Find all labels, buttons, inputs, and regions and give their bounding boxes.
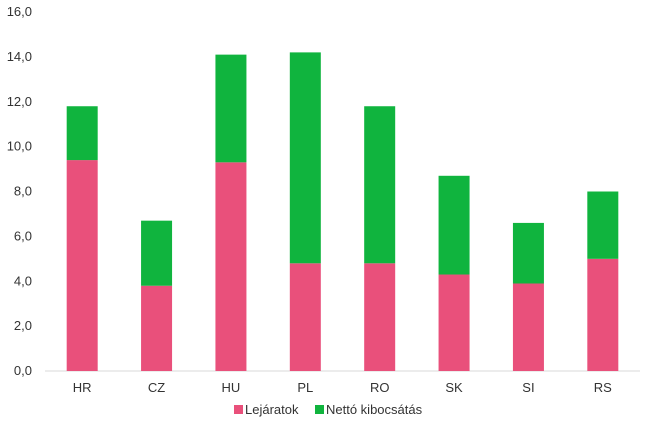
legend-swatch (315, 405, 324, 414)
bar-cz-lejaratok (141, 285, 173, 371)
y-tick-label: 4,0 (14, 273, 32, 288)
bar-rs-lejaratok (587, 258, 619, 371)
bar-pl-netto-kibocsatas (289, 52, 321, 264)
legend-label: Nettó kibocsátás (326, 402, 423, 417)
x-tick-label: SI (522, 380, 534, 395)
y-tick-label: 2,0 (14, 318, 32, 333)
y-axis-tick-labels: 0,0 2,0 4,0 6,0 8,0 10,0 12,0 14,0 16,0 (7, 4, 32, 378)
bar-ro-lejaratok (364, 263, 396, 371)
legend-label: Lejáratok (245, 402, 299, 417)
x-tick-label: PL (297, 380, 313, 395)
x-tick-label: RS (594, 380, 612, 395)
x-tick-label: CZ (148, 380, 165, 395)
legend-swatch (234, 405, 243, 414)
bar-si-netto-kibocsatas (512, 222, 544, 284)
x-tick-label: RO (370, 380, 390, 395)
x-tick-label: HR (73, 380, 92, 395)
x-tick-label: SK (445, 380, 463, 395)
y-tick-label: 12,0 (7, 94, 32, 109)
bar-hr-netto-kibocsatas (66, 106, 98, 161)
y-tick-label: 14,0 (7, 49, 32, 64)
y-tick-label: 8,0 (14, 184, 32, 199)
y-tick-label: 0,0 (14, 363, 32, 378)
y-tick-label: 6,0 (14, 228, 32, 243)
bar-si-lejaratok (512, 283, 544, 371)
x-tick-label: HU (222, 380, 241, 395)
bar-ro-netto-kibocsatas (364, 106, 396, 264)
bar-sk-lejaratok (438, 274, 470, 371)
y-tick-label: 16,0 (7, 4, 32, 19)
x-axis-category-labels: HR CZ HU PL RO SK SI RS (73, 380, 612, 395)
bar-sk-netto-kibocsatas (438, 175, 470, 275)
bar-hu-netto-kibocsatas (215, 54, 247, 163)
bars (66, 52, 619, 371)
y-tick-label: 10,0 (7, 139, 32, 154)
bar-pl-lejaratok (289, 263, 321, 371)
bar-hu-lejaratok (215, 162, 247, 371)
bar-hr-lejaratok (66, 160, 98, 371)
legend: Lejáratok Nettó kibocsátás (234, 402, 423, 417)
bar-cz-netto-kibocsatas (141, 220, 173, 286)
bar-rs-netto-kibocsatas (587, 191, 619, 259)
